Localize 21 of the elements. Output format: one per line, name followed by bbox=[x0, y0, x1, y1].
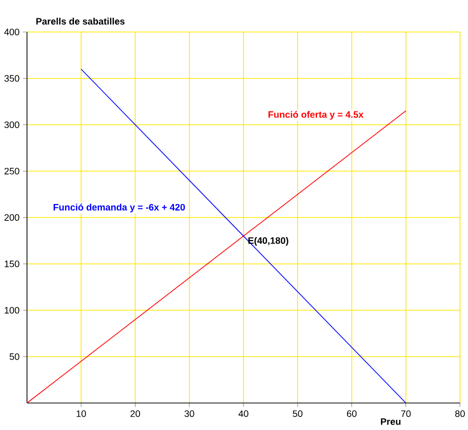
x-tick-label: 50 bbox=[292, 410, 302, 417]
x-axis-title: Preu bbox=[380, 418, 400, 425]
annotation: E(40,180) bbox=[248, 237, 288, 246]
x-tick-label: 70 bbox=[401, 410, 411, 417]
y-tick-label: 200 bbox=[4, 214, 20, 221]
y-tick-label: 400 bbox=[4, 28, 20, 36]
y-tick-label: 350 bbox=[4, 75, 20, 82]
y-tick-label: 100 bbox=[4, 306, 20, 314]
x-tick-label: 80 bbox=[455, 410, 465, 417]
y-axis-title: Parells de sabatilles bbox=[36, 18, 125, 25]
y-tick-label: 300 bbox=[4, 121, 20, 128]
text: Funció demanda y = -6x + 420 bbox=[54, 204, 185, 212]
x-tick-label: 30 bbox=[184, 410, 194, 417]
x-tick-label: 40 bbox=[238, 410, 248, 417]
y-tick-label: 150 bbox=[4, 260, 20, 268]
x-tick-label: 10 bbox=[76, 410, 86, 417]
text: Funció oferta y = 4.5x bbox=[268, 110, 364, 120]
x-tick-label: 20 bbox=[130, 410, 140, 417]
y-tick-label: 50 bbox=[10, 353, 20, 360]
x-tick-label: 60 bbox=[347, 410, 357, 417]
y-tick-label: 250 bbox=[4, 168, 20, 174]
